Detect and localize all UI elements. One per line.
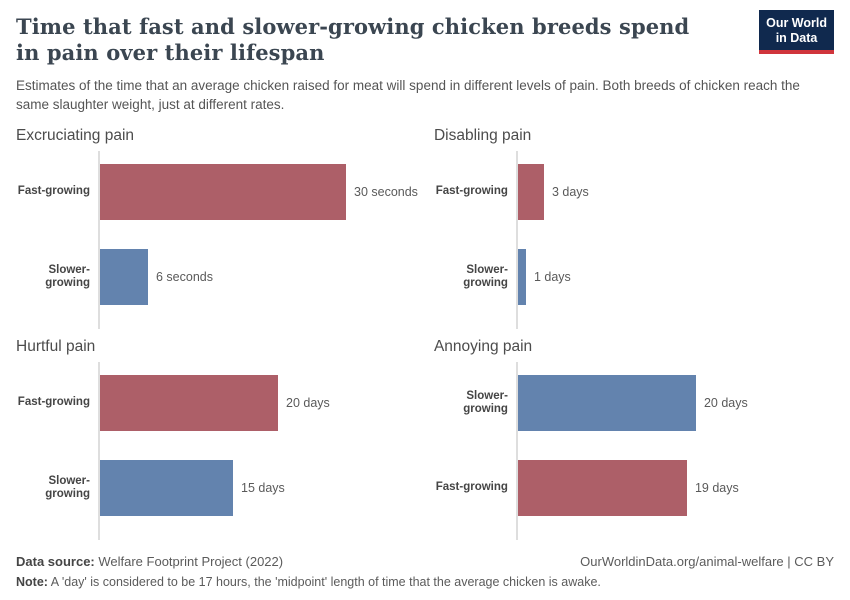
y-axis-line xyxy=(98,361,100,540)
plot-disabling: Fast-growing 3 days Slower-growing 1 day… xyxy=(434,150,834,329)
panel-title: Annoying pain xyxy=(433,337,533,355)
bar-slower-growing[interactable] xyxy=(99,459,233,516)
category-label: Slower-growing xyxy=(463,264,508,289)
panel-hurtful-pain: Hurtful pain Fast-growing 20 days Slower… xyxy=(16,337,418,540)
data-source-label: Data source: xyxy=(16,553,95,569)
value-label: 20 days xyxy=(286,395,330,410)
value-label: 3 days xyxy=(551,184,589,199)
panel-annoying-pain: Annoying pain Slower-growing 20 days Fas… xyxy=(434,337,834,540)
data-source-value: Welfare Footprint Project (2022) xyxy=(94,553,284,569)
bar-row: Fast-growing 3 days xyxy=(436,163,834,220)
bar-row: Slower-growing 6 seconds xyxy=(45,248,418,305)
category-label: Fast-growing xyxy=(17,396,90,409)
plot-annoying: Slower-growing 20 days Fast-growing 19 d… xyxy=(434,361,834,540)
y-axis-line xyxy=(515,361,518,540)
footer-note: Note: A 'day' is considered to be 17 hou… xyxy=(16,575,834,589)
bar-row: Slower-growing 15 days xyxy=(45,459,418,516)
note-label: Note: xyxy=(16,574,48,589)
bar-row: Fast-growing 20 days xyxy=(18,374,418,431)
plot-hurtful: Fast-growing 20 days Slower-growing 15 d… xyxy=(16,361,418,540)
value-label: 19 days xyxy=(694,480,739,495)
note-text: A 'day' is considered to be 17 hours, th… xyxy=(47,574,601,589)
category-label: Slower-growing xyxy=(463,390,508,415)
footer: Data source: Welfare Footprint Project (… xyxy=(16,554,834,589)
owid-logo-line2: in Data xyxy=(775,31,818,45)
bar-row: Fast-growing 19 days xyxy=(436,459,834,516)
value-label: 6 seconds xyxy=(156,269,213,284)
bar-row: Slower-growing 20 days xyxy=(463,374,834,431)
category-label: Fast-growing xyxy=(17,185,90,198)
owid-link[interactable]: OurWorldinData.org/animal-welfare | CC B… xyxy=(580,553,834,569)
panel-title: Disabling pain xyxy=(433,126,532,144)
value-label: 15 days xyxy=(241,480,285,495)
category-label: Slower-growing xyxy=(45,475,90,500)
panel-excruciating-pain: Excruciating pain Fast-growing 30 second… xyxy=(16,126,418,329)
value-label: 20 days xyxy=(703,395,748,410)
category-label: Fast-growing xyxy=(435,185,508,198)
bar-row: Slower-growing 1 days xyxy=(463,248,834,305)
bar-slower-growing[interactable] xyxy=(516,248,526,305)
page-subtitle: Estimates of the time that an average ch… xyxy=(16,77,800,112)
category-label: Slower-growing xyxy=(45,264,90,289)
bar-slower-growing[interactable] xyxy=(99,248,148,305)
panel-title: Excruciating pain xyxy=(16,126,135,144)
bar-fast-growing[interactable] xyxy=(99,163,346,220)
owid-logo: Our World in Data xyxy=(759,10,834,54)
value-label: 30 seconds xyxy=(354,184,418,199)
panels-grid: Excruciating pain Fast-growing 30 second… xyxy=(16,126,834,540)
footer-source-row: Data source: Welfare Footprint Project (… xyxy=(16,554,834,569)
page-title: Time that fast and slower-growing chicke… xyxy=(16,14,690,66)
plot-excruciating: Fast-growing 30 seconds Slower-growing 6… xyxy=(16,150,418,329)
data-source: Data source: Welfare Footprint Project (… xyxy=(16,554,283,569)
panel-title: Hurtful pain xyxy=(16,337,96,355)
category-label: Fast-growing xyxy=(435,481,508,494)
bar-row: Fast-growing 30 seconds xyxy=(18,163,418,220)
y-axis-line xyxy=(515,150,518,329)
y-axis-line xyxy=(98,150,100,329)
panel-disabling-pain: Disabling pain Fast-growing 3 days Slowe… xyxy=(434,126,834,329)
bar-fast-growing[interactable] xyxy=(516,163,544,220)
bar-fast-growing[interactable] xyxy=(516,459,687,516)
value-label: 1 days xyxy=(533,269,571,284)
bar-fast-growing[interactable] xyxy=(99,374,278,431)
owid-logo-line1: Our World xyxy=(766,16,827,30)
bar-slower-growing[interactable] xyxy=(516,374,696,431)
